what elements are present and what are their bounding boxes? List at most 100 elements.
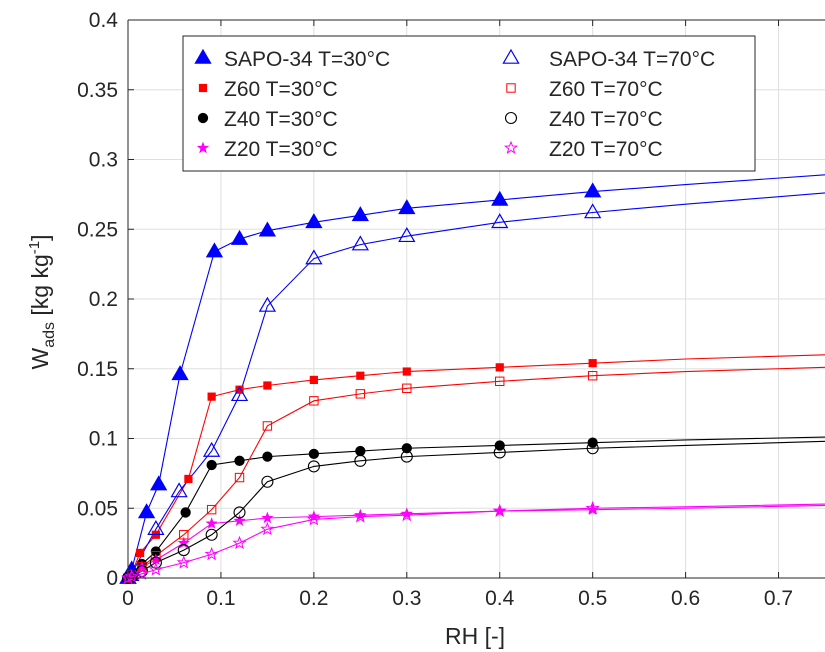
data-point	[307, 460, 320, 473]
data-point	[260, 521, 275, 536]
data-point	[149, 556, 162, 569]
star-marker	[585, 500, 600, 515]
data-point	[495, 363, 504, 372]
data-point	[491, 213, 509, 229]
square-marker	[402, 383, 412, 393]
triangle-marker	[258, 221, 277, 237]
x-tick-labels: 0 0.1 0.2 0.3 0.4 0.5 0.6 0.7	[122, 587, 793, 610]
triangle-marker	[305, 249, 323, 265]
square-marker	[495, 376, 505, 387]
data-point	[400, 507, 413, 520]
x-axis-label: RH [-]	[445, 623, 505, 649]
circle-marker	[205, 528, 218, 541]
triangle-marker	[205, 242, 224, 258]
data-point	[398, 227, 416, 243]
square-marker	[184, 474, 193, 484]
legend-label: Z60 T=70°C	[549, 78, 663, 101]
data-point	[309, 375, 318, 385]
star-marker	[400, 507, 413, 520]
data-point	[399, 507, 414, 522]
triangle-marker	[147, 519, 165, 535]
star-marker	[307, 510, 320, 522]
square-marker	[198, 83, 208, 93]
square-marker	[151, 550, 161, 561]
star-marker	[134, 566, 150, 580]
data-point	[147, 519, 165, 535]
square-marker	[309, 375, 318, 385]
data-point	[196, 141, 210, 154]
data-point	[198, 83, 208, 93]
data-point	[351, 206, 369, 222]
data-point	[351, 235, 369, 251]
legend-entry: Z60 T=30°C	[198, 78, 338, 101]
data-point	[151, 550, 161, 561]
data-point	[261, 475, 274, 488]
triangle-marker	[150, 475, 168, 491]
triangle-marker	[230, 229, 249, 245]
star-marker	[503, 140, 519, 155]
axes	[127, 19, 825, 579]
data-point	[262, 421, 273, 431]
circle-marker	[354, 454, 367, 467]
legend-label: Z20 T=30°C	[224, 138, 338, 161]
square-marker	[309, 396, 319, 406]
data-point	[354, 454, 367, 467]
data-point	[493, 446, 506, 459]
legend: SAPO-34 T=30°C SAPO-34 T=70°C Z60 T=30°C Z6…	[182, 35, 756, 172]
data-point	[402, 367, 411, 376]
data-point	[503, 140, 519, 155]
triangle-marker	[171, 365, 189, 381]
data-point	[207, 392, 216, 401]
legend-entry: SAPO-34 T=30°C	[194, 48, 390, 71]
triangle-marker	[398, 227, 416, 243]
data-point	[232, 535, 247, 550]
data-point	[205, 517, 218, 529]
circle-marker	[504, 111, 518, 125]
data-point	[197, 112, 209, 124]
legend-label: SAPO-34 T=70°C	[549, 48, 715, 71]
star-marker	[176, 555, 191, 569]
star-marker	[260, 521, 275, 536]
star-marker	[204, 546, 219, 561]
data-point	[587, 371, 598, 381]
star-marker	[124, 569, 139, 583]
star-marker	[232, 535, 247, 550]
data-point	[204, 546, 219, 561]
legend-label: Z40 T=70°C	[549, 108, 663, 131]
square-marker	[206, 504, 217, 515]
data-point	[400, 450, 413, 463]
x-tick-label: 0.5	[578, 587, 607, 610]
data-point	[586, 442, 599, 455]
data-point	[305, 213, 323, 229]
circle-marker	[400, 450, 413, 463]
y-tick-label: 0.35	[77, 79, 118, 102]
data-point	[205, 242, 224, 258]
data-point	[401, 443, 412, 454]
data-point	[134, 566, 150, 580]
data-point	[177, 536, 190, 549]
triangle-marker	[398, 199, 416, 215]
data-point	[176, 555, 191, 569]
data-point	[184, 474, 193, 484]
data-point	[171, 365, 189, 381]
star-marker	[353, 509, 368, 523]
data-point	[584, 182, 602, 198]
x-tick-label: 0.3	[392, 587, 421, 610]
triangle-marker	[258, 296, 277, 312]
triangle-marker	[584, 182, 602, 198]
legend-entry: Z20 T=70°C	[503, 138, 663, 161]
x-tick-label: 0.6	[671, 587, 700, 610]
y-axis-label-subscript: ads	[41, 322, 58, 348]
data-point	[492, 503, 507, 518]
data-point	[203, 441, 221, 457]
data-point	[504, 111, 518, 125]
legend-label: Z20 T=70°C	[549, 138, 663, 161]
x-tick-label: 0.7	[764, 587, 793, 610]
triangle-marker	[230, 386, 249, 402]
data-point	[194, 48, 212, 64]
y-tick-label: 0.15	[77, 358, 118, 381]
y-tick-label: 0	[106, 567, 118, 590]
data-point	[258, 296, 277, 312]
data-point	[585, 500, 600, 515]
data-point	[355, 445, 366, 457]
